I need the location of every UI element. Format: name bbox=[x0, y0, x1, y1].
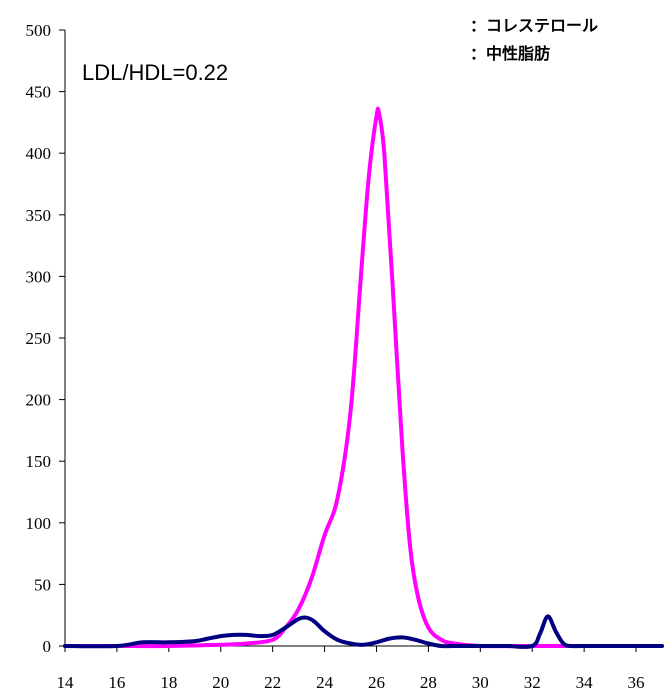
tick-labels: 0 50 100 150 200 250 300 350 400 450 500 14 16 18 20 22… bbox=[26, 21, 645, 692]
x-tick-label: 26 bbox=[368, 673, 385, 692]
y-tick-label: 150 bbox=[26, 452, 52, 471]
x-tick-label: 34 bbox=[576, 673, 594, 692]
x-tick-label: 28 bbox=[420, 673, 437, 692]
x-tick-label: 36 bbox=[628, 673, 645, 692]
series-line-cholesterol bbox=[63, 106, 664, 649]
x-tick-label: 30 bbox=[472, 673, 489, 692]
x-tick-label: 20 bbox=[212, 673, 229, 692]
ratio-annotation: LDL/HDL=0.22 bbox=[82, 60, 228, 85]
x-tick-label: 18 bbox=[160, 673, 177, 692]
y-tick-label: 350 bbox=[26, 206, 52, 225]
y-tick-label: 0 bbox=[43, 637, 52, 656]
legend-label-cholesterol: ：コレステロール bbox=[470, 16, 598, 35]
x-tick-label: 24 bbox=[316, 673, 334, 692]
x-tick-label: 16 bbox=[108, 673, 125, 692]
series-line-triglyceride bbox=[63, 614, 664, 649]
axes bbox=[59, 29, 662, 652]
y-tick-label: 400 bbox=[26, 144, 52, 163]
legend-label-triglyceride: ：中性脂肪 bbox=[470, 44, 550, 63]
y-tick-label: 300 bbox=[26, 267, 52, 286]
x-tick-label: 14 bbox=[57, 673, 75, 692]
y-tick-label: 200 bbox=[26, 391, 52, 410]
legend: ：コレステロール ：中性脂肪 bbox=[470, 16, 598, 63]
x-tick-label: 32 bbox=[524, 673, 541, 692]
x-tick-label: 22 bbox=[264, 673, 281, 692]
y-tick-label: 50 bbox=[34, 575, 51, 594]
series-layer bbox=[63, 106, 664, 649]
y-tick-label: 100 bbox=[26, 514, 52, 533]
y-tick-label: 250 bbox=[26, 329, 52, 348]
y-tick-label: 450 bbox=[26, 83, 52, 102]
y-tick-label: 500 bbox=[26, 21, 52, 40]
